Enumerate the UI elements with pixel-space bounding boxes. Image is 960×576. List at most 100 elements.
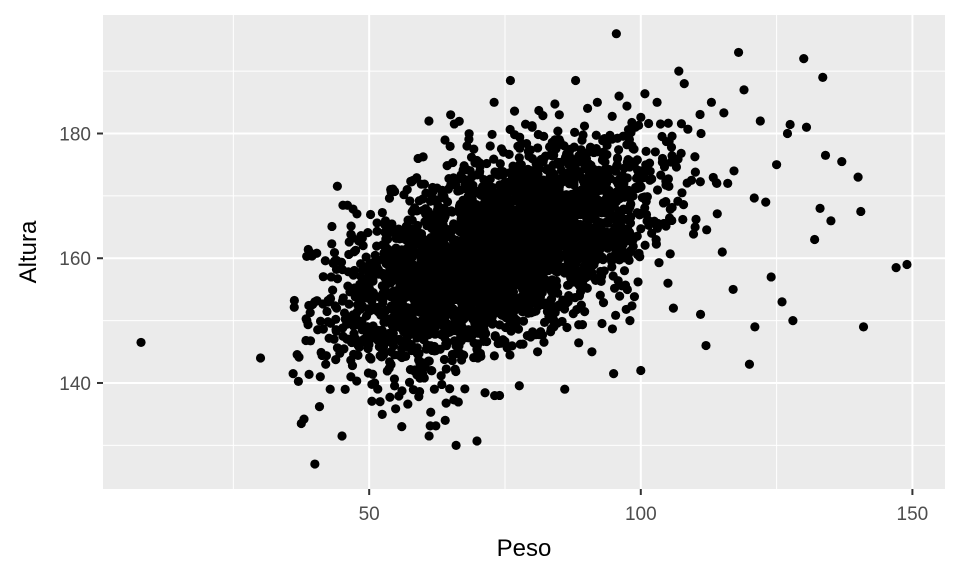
cloud-point <box>326 318 336 328</box>
cloud-point <box>636 224 646 234</box>
cloud-point <box>539 337 549 347</box>
cloud-point <box>553 198 563 208</box>
cloud-point <box>489 154 499 164</box>
cloud-point <box>523 146 533 156</box>
cloud-point <box>539 317 550 327</box>
cloud-point <box>424 356 434 366</box>
cloud-point <box>479 332 489 343</box>
cloud-point <box>587 241 597 251</box>
cloud-point <box>425 421 435 431</box>
cloud-point <box>581 174 591 184</box>
cloud-point <box>449 312 460 323</box>
cloud-point <box>432 313 443 323</box>
cloud-point <box>388 312 398 322</box>
cloud-point <box>325 384 335 394</box>
cloud-point <box>513 256 523 266</box>
cloud-point <box>351 287 361 297</box>
cloud-point <box>375 350 385 361</box>
cloud-point <box>366 292 376 302</box>
data-point <box>630 122 640 132</box>
cloud-point <box>467 288 477 298</box>
data-point <box>331 303 342 313</box>
cloud-point <box>521 284 532 294</box>
cloud-point <box>659 218 669 229</box>
cloud-point <box>568 170 579 180</box>
data-point <box>136 337 146 348</box>
data-point <box>668 303 678 313</box>
data-point <box>484 253 494 263</box>
data-point <box>739 85 749 95</box>
cloud-point <box>561 298 571 309</box>
cloud-point <box>476 230 486 241</box>
cloud-point <box>548 168 558 178</box>
cloud-point <box>403 399 413 409</box>
cloud-point <box>415 248 425 258</box>
cloud-point <box>352 376 362 386</box>
cloud-point <box>493 338 503 349</box>
cloud-point <box>420 237 430 247</box>
cloud-point <box>712 209 722 219</box>
cloud-point <box>463 178 473 189</box>
data-point <box>299 414 309 424</box>
data-point <box>750 322 760 332</box>
cloud-point <box>607 230 618 240</box>
cloud-point <box>365 209 376 220</box>
cloud-point <box>503 230 513 240</box>
cloud-point <box>571 193 582 203</box>
cloud-point <box>719 108 729 118</box>
data-point <box>820 150 831 160</box>
cloud-point <box>602 169 613 180</box>
cloud-point <box>325 293 336 304</box>
cloud-point <box>488 264 499 274</box>
cloud-point <box>509 245 519 255</box>
cloud-point <box>622 101 632 111</box>
cloud-point <box>577 320 588 330</box>
data-point <box>511 303 521 313</box>
cloud-point <box>513 141 523 151</box>
data-point <box>549 322 559 332</box>
data-point <box>891 262 901 273</box>
cloud-point <box>629 292 640 302</box>
cloud-point <box>678 214 688 225</box>
cloud-point <box>570 127 580 137</box>
cloud-point <box>626 246 636 256</box>
cloud-point <box>441 259 451 270</box>
cloud-point <box>688 229 699 239</box>
cloud-point <box>558 262 568 272</box>
data-point <box>581 153 592 164</box>
cloud-point <box>644 118 654 129</box>
cloud-point <box>305 336 316 346</box>
data-point <box>500 209 510 220</box>
cloud-point <box>518 221 529 231</box>
data-point <box>353 234 363 245</box>
cloud-point <box>436 273 446 283</box>
cloud-point <box>401 313 411 323</box>
cloud-point <box>490 242 501 252</box>
cloud-point <box>447 207 457 217</box>
cloud-point <box>440 205 450 215</box>
cloud-point <box>522 291 533 302</box>
cloud-point <box>597 318 607 329</box>
cloud-point <box>456 332 467 342</box>
cloud-point <box>351 245 361 255</box>
cloud-point <box>344 237 354 247</box>
cloud-point <box>453 397 463 407</box>
cloud-point <box>487 319 497 329</box>
cloud-point <box>584 210 594 220</box>
x-axis-title: Peso <box>497 535 552 562</box>
cloud-point <box>690 167 700 177</box>
cloud-point <box>379 317 389 327</box>
cloud-point <box>416 179 426 189</box>
cloud-point <box>633 277 643 287</box>
cloud-point <box>427 366 437 376</box>
cloud-point <box>453 346 463 356</box>
cloud-point <box>560 238 570 248</box>
cloud-point <box>441 364 451 374</box>
data-point <box>674 66 684 76</box>
cloud-point <box>320 256 330 266</box>
y-tick-label: 180 <box>59 125 91 146</box>
cloud-point <box>364 269 375 279</box>
cloud-point <box>657 131 667 142</box>
data-point <box>701 340 711 351</box>
cloud-point <box>546 286 556 296</box>
